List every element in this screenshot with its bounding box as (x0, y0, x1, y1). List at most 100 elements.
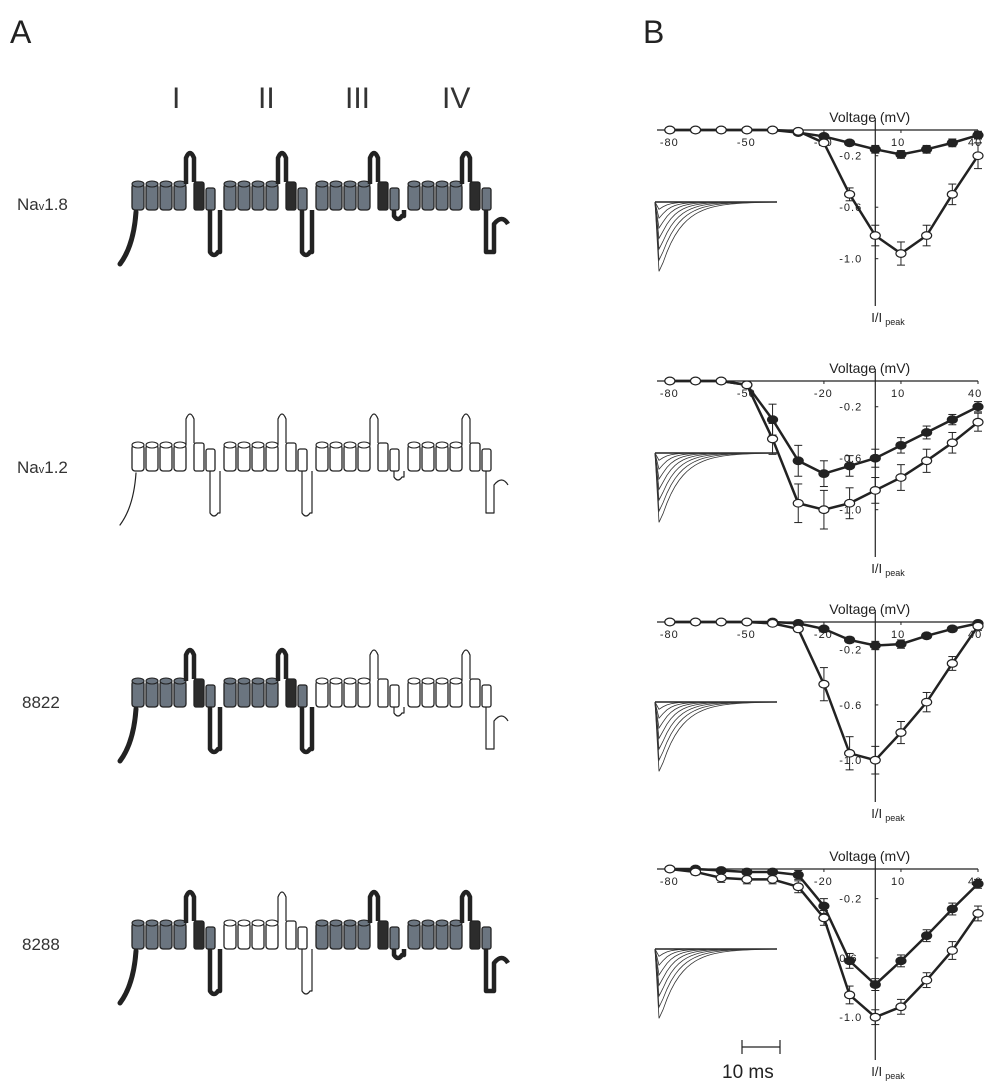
segment-s4 (265, 444, 279, 472)
segment-cap (131, 677, 145, 685)
data-point-open (818, 505, 830, 515)
data-point-filled (741, 867, 753, 877)
segment-s6 (481, 448, 492, 472)
data-point-open (869, 755, 881, 765)
current-trace (654, 701, 776, 762)
data-point-filled (946, 624, 958, 634)
row-label-nav12: Nav1.2 (17, 458, 68, 477)
data-point-open (689, 867, 702, 877)
intracellular-linker (393, 707, 405, 717)
data-point-filled (715, 617, 727, 627)
y-axis-title-sub: peak (885, 568, 905, 578)
data-point-open (921, 231, 933, 240)
x-axis-title: Voltage (mV) (829, 109, 910, 125)
pore-loop (369, 649, 379, 681)
data-point-open (664, 864, 676, 874)
intracellular-linker (207, 949, 223, 997)
domain-1 (131, 647, 223, 755)
current-trace (654, 701, 775, 720)
segment-cap (421, 919, 435, 927)
segment-s1 (131, 922, 145, 950)
data-point-open (869, 1012, 881, 1022)
data-point-open (869, 485, 881, 495)
segment-s6 (389, 684, 400, 708)
pore-loop (183, 150, 197, 184)
n-terminus (117, 706, 139, 764)
segment-cap (343, 919, 357, 927)
segment-s2 (329, 444, 343, 472)
segment-s2 (329, 922, 343, 950)
segment-cap (131, 441, 145, 449)
segment-cap (265, 919, 279, 927)
segment-s3 (435, 183, 449, 211)
current-trace (654, 201, 776, 240)
data-point-open (792, 126, 804, 136)
segment-s1 (131, 680, 145, 708)
segment-cap (329, 919, 343, 927)
domain-4 (407, 150, 510, 255)
data-point-open (843, 748, 856, 758)
pore-loop (277, 413, 287, 445)
data-point-filled (895, 956, 907, 966)
segment-cap (237, 677, 251, 685)
data-point-filled (921, 931, 933, 941)
segment-cap (435, 677, 449, 685)
y-axis-title: I/I (871, 561, 882, 576)
segment-s3 (435, 680, 449, 708)
segment-s4 (449, 922, 463, 950)
segment-s5 (193, 920, 205, 950)
pore-loop (367, 150, 381, 184)
series-line-open (669, 867, 980, 1019)
data-point-open (689, 617, 702, 627)
segment-s2 (237, 444, 251, 472)
row-label-8822: 8822 (22, 693, 60, 712)
segment-cap (159, 677, 173, 685)
current-trace (654, 452, 776, 491)
domain-4 (407, 889, 510, 994)
x-tick-label: 10 (891, 876, 905, 888)
segment-cap (421, 677, 435, 685)
segment-cap (421, 180, 435, 188)
current-traces-inset (654, 948, 777, 1019)
data-point-open (895, 249, 907, 258)
data-point-filled (843, 956, 856, 966)
segment-s4 (357, 680, 371, 708)
domain-label-ii: II (258, 82, 275, 115)
data-point-open (715, 125, 727, 135)
pore-loop (459, 889, 473, 923)
domain-1 (131, 889, 223, 997)
x-tick-label: 10 (891, 388, 905, 400)
series-line-open (669, 128, 980, 256)
data-point-open (664, 125, 676, 135)
current-trace (654, 701, 776, 772)
domain-2 (223, 413, 313, 517)
segment-cap (251, 180, 265, 188)
segment-cap (343, 677, 357, 685)
segment-cap (159, 180, 173, 188)
data-point-filled (869, 144, 881, 154)
data-point-open (972, 151, 984, 161)
y-axis-title-sub: peak (885, 317, 905, 327)
data-point-open (689, 376, 702, 386)
segment-cap (251, 441, 265, 449)
data-point-open (792, 498, 804, 508)
segment-cap (251, 677, 265, 685)
data-point-open (715, 617, 727, 627)
x-tick-label: -80 (660, 876, 679, 888)
x-tick-label: -20 (814, 876, 833, 888)
segment-s5 (469, 181, 481, 211)
segment-s3 (343, 680, 357, 708)
segment-s5 (377, 678, 389, 708)
data-point-filled (715, 125, 727, 135)
segment-s4 (173, 444, 187, 472)
data-point-filled (921, 631, 933, 641)
segment-s1 (131, 444, 145, 472)
data-point-filled (895, 440, 907, 450)
segment-s6 (297, 926, 308, 950)
data-point-open (921, 456, 933, 466)
current-trace (654, 452, 775, 481)
data-point-filled (689, 376, 702, 386)
data-point-filled (792, 870, 804, 880)
data-point-open (946, 946, 958, 955)
y-tick-label: -1.0 (839, 755, 862, 767)
